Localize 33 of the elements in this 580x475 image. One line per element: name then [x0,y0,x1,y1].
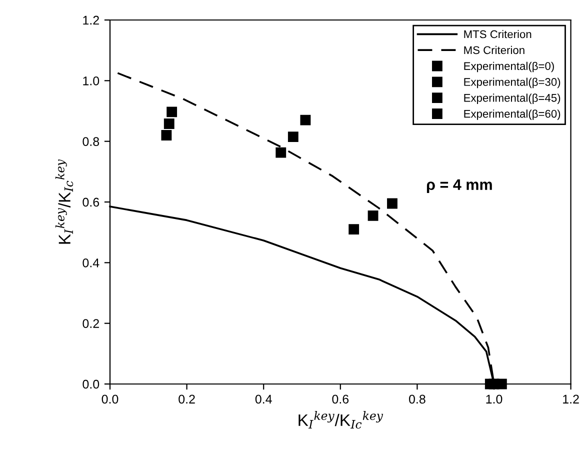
legend-label: Experimental(β=0) [464,62,554,72]
x-tick-label: 0.8 [409,394,426,404]
point [288,132,298,142]
legend-label: Experimental(β=45) [464,94,560,104]
x-tick-label: 1.2 [563,394,579,404]
legend-label: MTS Criterion [464,30,532,38]
x-tick-label: 0.2 [178,394,195,404]
point [368,210,378,221]
legend-label: MS Criterion [464,46,524,54]
x-axis-title: K$_{I}$$^{key}$/K$_{Ic}$$^{key}$ [298,411,384,429]
legend-label: Experimental(β=60) [464,110,560,120]
x-tick-label: 1.0 [486,394,502,404]
point [300,114,311,126]
y-tick-label: 1.2 [83,16,99,25]
point [276,147,286,158]
y-tick-label: 0.8 [82,137,100,146]
point [164,118,174,129]
y-tick-label: 1.0 [83,76,100,86]
point [166,106,178,118]
point [496,378,507,390]
y-tick-label: 0.4 [82,258,100,268]
legend-label: Experimental(β=30) [464,78,560,88]
annotation: ρ = 4 mm [426,179,492,194]
y-tick-label: 0.0 [82,380,100,389]
x-tick-label: 0.4 [255,394,272,404]
x-tick-label: 0.6 [332,394,349,404]
y-tick-label: 0.6 [82,198,100,207]
y-tick-label: 0.2 [82,319,99,328]
point [161,130,172,140]
x-tick-label: 0.0 [102,394,118,404]
point [348,224,360,235]
point [387,198,398,209]
y-axis-title: K$_{I}$$^{key}$/K$_{Ic}$$^{key}$ [55,159,74,244]
